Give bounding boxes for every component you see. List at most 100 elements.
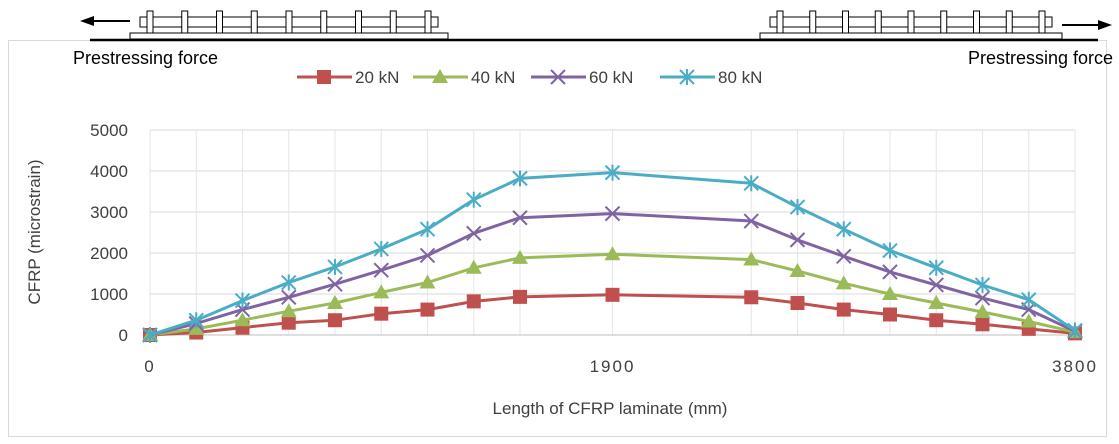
triangle-marker (974, 304, 991, 319)
triangle-marker (882, 286, 898, 300)
triangle-marker (835, 275, 852, 290)
x-marker (836, 248, 852, 264)
legend-item: 60 kN (531, 68, 633, 87)
star-marker (928, 259, 944, 276)
square-marker (420, 302, 435, 317)
triangle-marker (234, 312, 251, 327)
x-tick-label: 0 (144, 357, 155, 376)
series-line (149, 171, 1076, 337)
anchor-bolt (320, 10, 328, 34)
x-marker (281, 289, 297, 305)
square-marker (466, 294, 481, 309)
square-marker (317, 70, 331, 84)
x-marker-stroke (327, 276, 343, 292)
star-marker (327, 258, 343, 275)
anchor-bolt (907, 10, 915, 34)
x-marker (928, 277, 944, 293)
y-tick-label: 1000 (90, 285, 128, 304)
triangle-marker (280, 303, 297, 318)
x-marker (550, 69, 566, 85)
x-marker (327, 276, 343, 292)
square-marker (281, 315, 296, 330)
anchor-bolt (874, 10, 882, 34)
anchor-bolt (250, 10, 258, 34)
series-line (149, 293, 1076, 337)
y-tick-label: 5000 (90, 121, 128, 140)
star-marker (466, 191, 482, 208)
anchor-bolt (181, 10, 189, 34)
legend-label: 20 kN (355, 68, 399, 87)
prestressing-anchor-diagram (80, 10, 1112, 42)
triangle-marker (928, 295, 945, 310)
anchor-bolt (842, 10, 849, 34)
x-marker-stroke (604, 205, 621, 222)
x-marker (466, 225, 482, 242)
x-marker (373, 262, 389, 278)
x-marker-stroke (512, 210, 528, 226)
star-marker (512, 170, 528, 187)
x-marker-stroke (281, 289, 297, 305)
anchor-bolt (940, 10, 948, 34)
star-marker (974, 276, 991, 293)
x-marker-stroke (882, 264, 898, 280)
star-marker (419, 221, 436, 238)
anchor-bolt (355, 10, 362, 34)
square-marker (605, 287, 620, 302)
left-anchor (129, 10, 449, 40)
anchor-bolt (1005, 10, 1013, 34)
x-marker (743, 213, 759, 229)
x-marker-stroke (466, 225, 482, 242)
triangle-marker (373, 284, 390, 299)
anchor-bolt (389, 10, 397, 34)
star-marker (836, 221, 852, 238)
right-arrow-icon (1098, 20, 1112, 30)
anchor-bolt (216, 10, 223, 34)
legend-item: 40 kN (413, 68, 515, 87)
x-marker-stroke (743, 213, 759, 229)
star-marker (1021, 291, 1037, 308)
series-80-kn (142, 164, 1083, 343)
star-marker (188, 312, 204, 329)
series-line (149, 252, 1076, 337)
x-marker (604, 205, 621, 222)
prestressing-force-left-label: Prestressing force (73, 48, 219, 68)
star-marker (743, 175, 759, 192)
triangle-marker (604, 246, 621, 261)
x-marker-stroke (928, 277, 944, 293)
x-marker-stroke (373, 262, 389, 278)
anchor-bolt (809, 10, 817, 34)
y-tick-label: 2000 (90, 244, 128, 263)
anchor-bolt (424, 10, 432, 34)
star-marker (373, 240, 389, 257)
star-marker (604, 164, 621, 181)
anchor-base-plate (759, 32, 1063, 40)
x-tick-label: 1900 (590, 357, 636, 376)
y-axis-label: CFRP (microstrain) (25, 159, 44, 304)
series-line (149, 212, 1076, 337)
square-marker (790, 296, 805, 311)
square-marker (836, 302, 851, 317)
x-marker-stroke (789, 232, 806, 248)
triangle-marker (327, 295, 343, 310)
y-tick-label: 4000 (90, 162, 128, 181)
x-marker-stroke (550, 69, 566, 85)
x-axis-label: Length of CFRP laminate (mm) (493, 399, 728, 418)
star-marker (789, 199, 806, 216)
star-marker (1067, 322, 1083, 339)
legend: 20 kN 40 kN 60 kN 80 kN (297, 68, 762, 87)
square-marker (975, 317, 990, 332)
tick-labels: 0 1000 2000 3000 4000 5000 0 1900 3800 (90, 121, 1098, 376)
x-marker-stroke (419, 247, 436, 264)
triangle-marker (432, 69, 448, 83)
triangle-marker (465, 259, 482, 274)
x-tick-label: 3800 (1052, 357, 1098, 376)
triangle-marker (789, 263, 806, 278)
x-marker (789, 232, 806, 248)
prestressing-force-right-label: Prestressing force (967, 48, 1113, 68)
x-marker (974, 290, 991, 306)
square-marker (883, 307, 897, 322)
star-marker (142, 327, 158, 343)
legend-label: 60 kN (589, 68, 633, 87)
